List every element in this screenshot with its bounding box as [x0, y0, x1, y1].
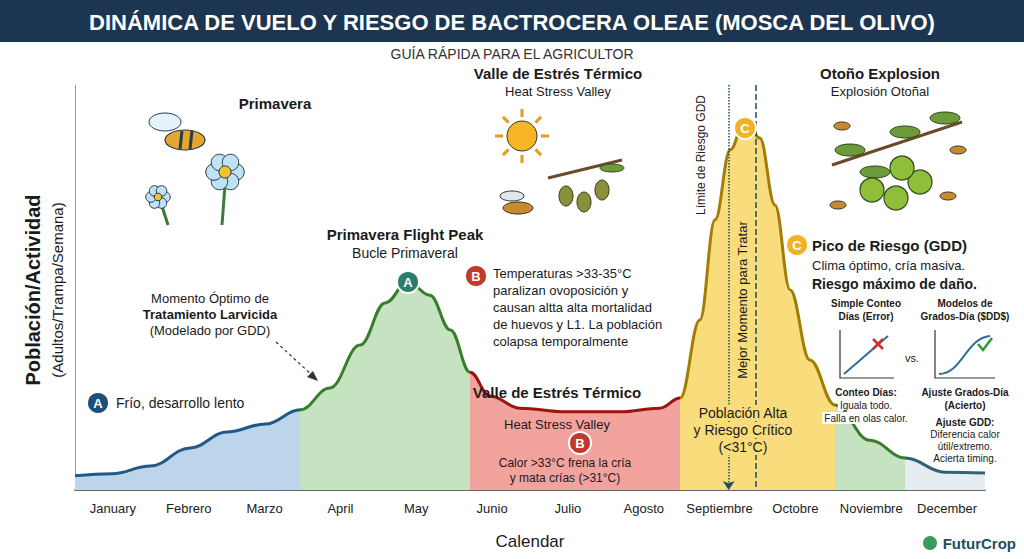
svg-text:Ajuste GDD:: Ajuste GDD: — [936, 417, 995, 428]
svg-text:vs.: vs. — [905, 352, 919, 364]
svg-text:Septiembre: Septiembre — [686, 501, 752, 516]
svg-text:Simple Conteo: Simple Conteo — [831, 298, 901, 309]
svg-text:A: A — [93, 396, 103, 411]
svg-text:May: May — [404, 501, 429, 516]
svg-text:C: C — [792, 238, 802, 253]
svg-text:Mejor Momento para Tratar: Mejor Momento para Tratar — [735, 221, 750, 379]
svg-text:B: B — [575, 436, 584, 451]
svg-text:Julio: Julio — [555, 501, 582, 516]
svg-text:Límite de Riesgo GDD: Límite de Riesgo GDD — [694, 95, 708, 215]
svg-text:Modelos de: Modelos de — [937, 298, 992, 309]
svg-text:Riesgo máximo de daño.: Riesgo máximo de daño. — [812, 276, 977, 292]
svg-text:colapsa temporalmente: colapsa temporalmente — [493, 334, 628, 349]
svg-text:Falla en olas calor.: Falla en olas calor. — [824, 413, 907, 424]
svg-text:Acierta timing.: Acierta timing. — [933, 453, 996, 464]
svg-text:útil/extremo.: útil/extremo. — [938, 441, 992, 452]
svg-text:Temperaturas >33-35°C: Temperaturas >33-35°C — [493, 266, 632, 281]
svg-text:causan altta alta mortalidad: causan altta alta mortalidad — [493, 300, 652, 315]
svg-text:Población Alta: Población Alta — [699, 405, 788, 421]
svg-text:Calor >33°C frena la cría: Calor >33°C frena la cría — [499, 456, 632, 470]
svg-text:Heat Stress Valley: Heat Stress Valley — [505, 84, 611, 99]
svg-text:Valle de Estrés Térmico: Valle de Estrés Térmico — [473, 384, 641, 401]
svg-text:GUÍA RÁPIDA PARA EL AGRICULTOR: GUÍA RÁPIDA PARA EL AGRICULTOR — [390, 46, 633, 62]
svg-text:FuturCrop: FuturCrop — [943, 535, 1016, 552]
svg-text:Tratamiento Larvicida: Tratamiento Larvicida — [143, 307, 278, 322]
svg-text:(<31°C): (<31°C) — [719, 439, 768, 455]
svg-text:December: December — [917, 501, 978, 516]
svg-text:Otoño Explosion: Otoño Explosion — [820, 65, 940, 82]
svg-text:Explosión Otoñal: Explosión Otoñal — [831, 84, 929, 99]
svg-text:Grados-Día ($DD$): Grados-Día ($DD$) — [921, 311, 1010, 322]
svg-text:y Riesgo Crítico: y Riesgo Crítico — [694, 422, 793, 438]
svg-text:Iguala todo.: Iguala todo. — [840, 400, 892, 411]
svg-text:Marzo: Marzo — [247, 501, 283, 516]
svg-text:January: January — [90, 501, 137, 516]
svg-text:Momento Óptimo de: Momento Óptimo de — [151, 291, 269, 306]
svg-text:B: B — [471, 269, 480, 284]
svg-text:Calendar: Calendar — [496, 532, 565, 551]
svg-text:DINÁMICA DE VUELO Y RIESGO DE: DINÁMICA DE VUELO Y RIESGO DE BACTROCERA… — [89, 10, 935, 35]
svg-text:Pico de Riesgo (GDD): Pico de Riesgo (GDD) — [812, 237, 967, 254]
svg-text:Heat Stress Valley: Heat Stress Valley — [504, 417, 610, 432]
svg-text:(Modelado por GDD): (Modelado por GDD) — [150, 323, 271, 338]
svg-text:Población/Actividad: Población/Actividad — [22, 194, 44, 385]
svg-text:(Acierto): (Acierto) — [944, 400, 985, 411]
svg-text:y mata crías (>31°C): y mata crías (>31°C) — [510, 471, 621, 485]
svg-text:Diferencia calor: Diferencia calor — [930, 429, 1000, 440]
svg-text:(Adultos/Trampa/Semana): (Adultos/Trampa/Semana) — [49, 202, 66, 377]
svg-text:Febrero: Febrero — [166, 501, 212, 516]
svg-text:Clima óptimo, cría masiva.: Clima óptimo, cría masiva. — [812, 258, 965, 273]
svg-text:Conteo Días:: Conteo Días: — [835, 387, 897, 398]
svg-text:de huevos y L1. La población: de huevos y L1. La población — [493, 317, 662, 332]
svg-text:paralizan ovoposición y: paralizan ovoposición y — [493, 283, 629, 298]
svg-text:Valle de Estrés Térmico: Valle de Estrés Térmico — [474, 65, 642, 82]
svg-text:C: C — [740, 121, 750, 136]
svg-text:Octobre: Octobre — [772, 501, 818, 516]
svg-text:Ajuste Grados-Día: Ajuste Grados-Día — [921, 387, 1009, 398]
svg-text:Frío, desarrollo lento: Frío, desarrollo lento — [116, 395, 245, 411]
svg-text:Bucle Primaveral: Bucle Primaveral — [352, 245, 458, 261]
svg-text:Días (Error): Días (Error) — [838, 311, 893, 322]
svg-text:Junio: Junio — [477, 501, 508, 516]
svg-text:A: A — [403, 275, 413, 290]
svg-text:Noviembre: Noviembre — [840, 501, 903, 516]
svg-text:Agosto: Agosto — [624, 501, 664, 516]
svg-text:April: April — [327, 501, 353, 516]
svg-text:Primavera: Primavera — [239, 95, 312, 112]
svg-text:Primavera Flight Peak: Primavera Flight Peak — [327, 226, 484, 243]
